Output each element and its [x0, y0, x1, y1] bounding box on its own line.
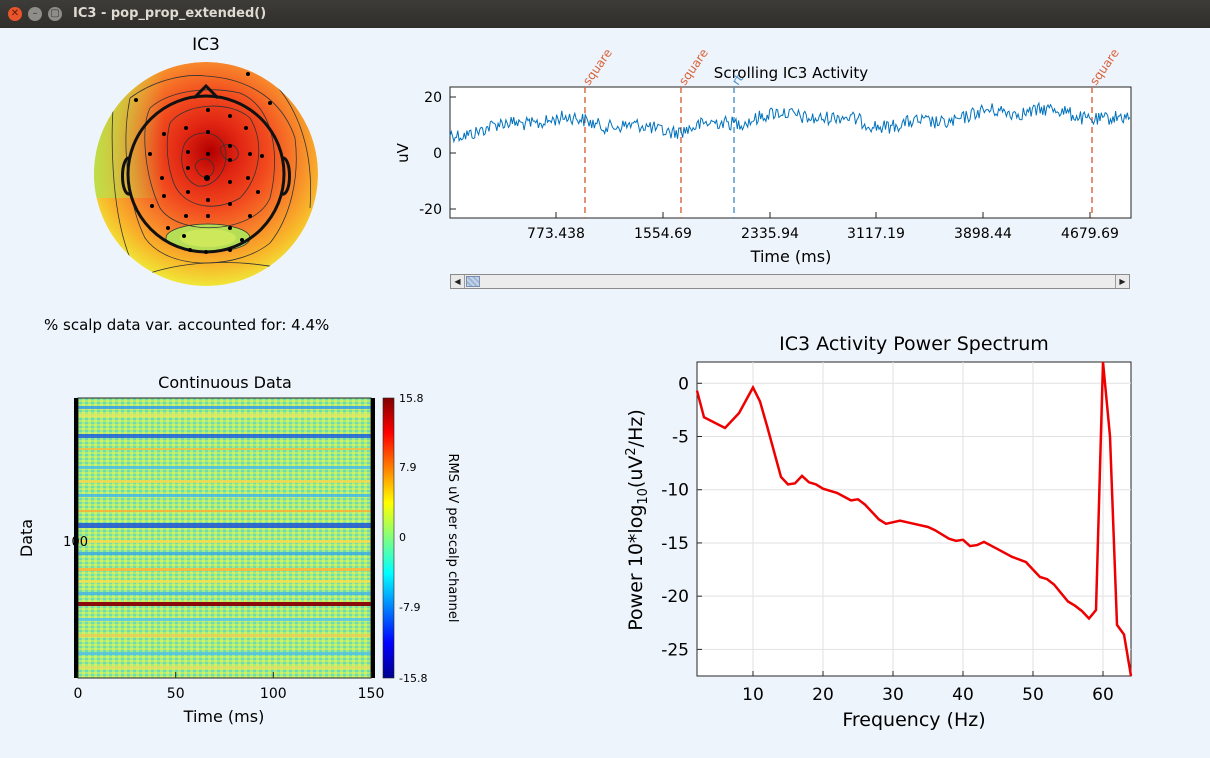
colorbar-tick-label: 7.9 [399, 461, 417, 474]
colorbar-tick-label: -7.9 [399, 601, 420, 614]
scroll-xtick-label: 2335.94 [741, 226, 799, 242]
erpimage-band [78, 634, 371, 637]
scroll-xtick-label: 3898.44 [954, 226, 1012, 242]
spectrum-xtick-label: 10 [742, 685, 764, 705]
erpimage-xtick-label: 100 [260, 686, 287, 702]
spectrum-x-ticks: 10 20 30 40 50 60 [742, 671, 1114, 705]
erpimage-bands [78, 406, 371, 669]
erpimage-band [78, 568, 371, 571]
scroll-right-arrow[interactable]: ▶ [1115, 275, 1129, 288]
spectrum-xtick-label: 50 [1022, 685, 1044, 705]
spectrum-axes [696, 361, 1132, 677]
spectrum-ytick-label: -5 [672, 428, 689, 448]
erpimage-band [78, 414, 371, 417]
scrolling-activity-plot: Scrolling IC3 Activity 20 0 -20 773.438 155… [394, 46, 1132, 266]
topo-title: IC3 [192, 35, 220, 55]
scroll-thumb[interactable] [466, 276, 480, 287]
erpimage-band [78, 406, 371, 409]
erpimage-ytick: 100 [63, 535, 88, 550]
power-spectrum-chart: 10 20 30 40 50 60 0 -5 -10 -15 -20 -25 IC3 Activit… [624, 333, 1133, 731]
scroll-plot-ylabel: uV [394, 142, 412, 163]
time-scrollbar[interactable]: ◀ ▶ [450, 274, 1130, 289]
continuous-data-image: Continuous Data 0 50 100 150 100 Time (ms) … [17, 373, 460, 726]
spectrum-ytick-label: -10 [661, 481, 689, 501]
erpimage-band [78, 666, 371, 669]
erpimage-band [78, 592, 371, 595]
scalp-topoplot: IC3 [94, 35, 318, 286]
scroll-ytick-label: 20 [424, 90, 442, 106]
erpimage-xlabel: Time (ms) [183, 707, 265, 726]
close-window-button[interactable]: ✕ [8, 7, 22, 21]
window-title: IC3 - pop_prop_extended() [73, 6, 267, 21]
spectrum-ylabel: Power 10*log10(uV2/Hz) [624, 409, 651, 631]
erpimage-xtick-label: 50 [167, 686, 185, 702]
colorbar-ticks: 15.8 7.9 0 -7.9 -15.8 [399, 392, 427, 685]
erpimage-x-ticks: 0 50 100 150 [74, 672, 385, 702]
spectrum-xtick-label: 20 [812, 685, 834, 705]
maximize-window-button[interactable]: ▢ [48, 7, 62, 21]
spectrum-xlabel: Frequency (Hz) [842, 709, 985, 731]
event-marker-label: square [580, 46, 615, 88]
erpimage-band [78, 494, 371, 497]
variance-accounted-text: % scalp data var. accounted for: 4.4% [44, 316, 330, 334]
colorbar-tick-label: -15.8 [399, 672, 427, 685]
power-spectrum-line [695, 361, 1133, 677]
scroll-ytick-label: 0 [433, 146, 442, 162]
erpimage-band [78, 434, 371, 438]
colorbar [382, 397, 395, 679]
spectrum-xtick-label: 40 [952, 685, 974, 705]
minimize-window-button[interactable]: – [28, 7, 42, 21]
spectrum-xtick-label: 30 [882, 685, 904, 705]
scroll-y-ticks: 20 0 -20 [419, 90, 456, 218]
erpimage-xtick-label: 0 [74, 686, 83, 702]
erpimage-band [78, 523, 371, 528]
erpimage-band [78, 466, 371, 469]
ic-activity-trace [449, 101, 1131, 144]
spectrum-title: IC3 Activity Power Spectrum [779, 333, 1049, 355]
event-marker-label: square [1087, 46, 1122, 88]
scroll-x-ticks: 773.438 1554.69 2335.94 3117.19 3898.44 4679.… [527, 212, 1119, 242]
spectrum-ytick-label: -15 [661, 534, 689, 554]
erpimage-artifact-line [78, 602, 371, 606]
colorbar-label: RMS uV per scalp channel [445, 454, 460, 623]
erpimage-band [78, 618, 371, 621]
erpimage-band [78, 652, 371, 655]
spectrum-ytick-label: -20 [661, 587, 689, 607]
erpimage-band [78, 480, 371, 483]
spectrum-grid [697, 362, 1131, 676]
colorbar-tick-label: 0 [399, 531, 406, 544]
erpimage-band [78, 448, 371, 450]
electrode-dots [134, 72, 272, 254]
erpimage-band [78, 510, 371, 512]
erpimage-title: Continuous Data [158, 373, 292, 392]
erpimage-band [78, 580, 371, 583]
scroll-left-arrow[interactable]: ◀ [451, 275, 465, 288]
scroll-plot-title: Scrolling IC3 Activity [714, 64, 869, 82]
erpimage-band [78, 540, 371, 543]
event-marker-label: square [676, 46, 711, 88]
scroll-xtick-label: 3117.19 [847, 226, 905, 242]
scroll-plot-axes [449, 86, 1132, 219]
erpimage-axes [78, 398, 371, 678]
erpimage-band [78, 552, 371, 555]
colorbar-tick-label: 15.8 [399, 392, 424, 405]
scroll-xtick-label: 773.438 [527, 226, 585, 242]
spectrum-y-ticks: 0 -5 -10 -15 -20 -25 [661, 374, 702, 660]
erpimage-ylabel: Data [17, 519, 36, 557]
scroll-xtick-label: 4679.69 [1061, 226, 1119, 242]
scroll-ytick-label: -20 [419, 202, 442, 218]
scroll-plot-xlabel: Time (ms) [750, 247, 832, 266]
spectrum-ytick-label: 0 [678, 374, 689, 394]
spectrum-ytick-label: -25 [661, 640, 689, 660]
spectrum-xtick-label: 60 [1092, 685, 1114, 705]
scroll-xtick-label: 1554.69 [634, 226, 692, 242]
erpimage-xtick-label: 150 [358, 686, 385, 702]
window-titlebar: ✕ – ▢ IC3 - pop_prop_extended() [0, 0, 1210, 28]
